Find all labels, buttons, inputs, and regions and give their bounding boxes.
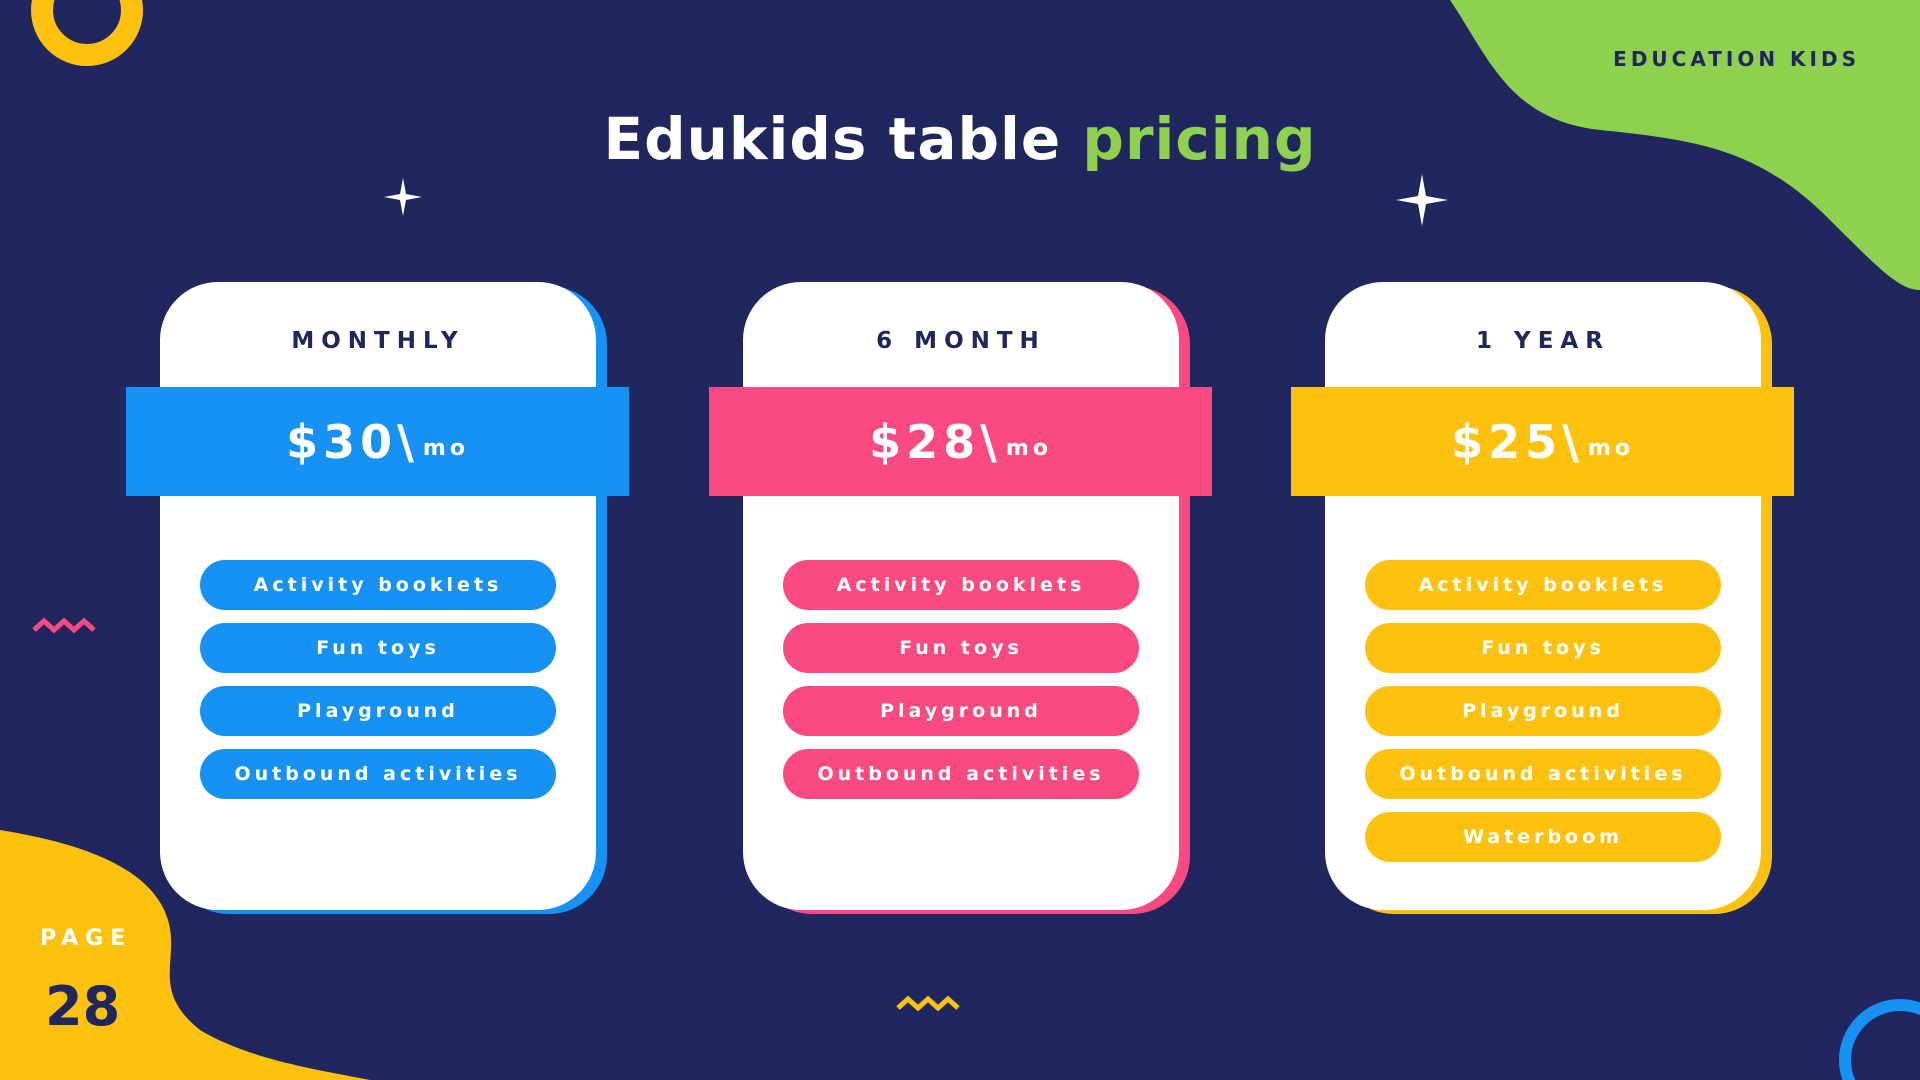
- pricing-card: MONTHLY $30\ mo Activity booklets Fun toys…: [126, 282, 629, 914]
- yellow-blob: [0, 830, 370, 1080]
- price-band: $28\ mo: [709, 387, 1212, 496]
- price-unit: mo: [422, 436, 469, 461]
- plan-name: 6 MONTH: [876, 328, 1046, 354]
- feature-pill: Playground: [783, 686, 1139, 736]
- plan-name: 1 YEAR: [1476, 328, 1610, 354]
- feature-pill: Activity booklets: [783, 560, 1139, 610]
- feature-pill: Playground: [200, 686, 556, 736]
- page-title: Edukids table pricing: [603, 105, 1317, 173]
- pink-zigzag: [32, 617, 96, 634]
- feature-pill: Fun toys: [200, 623, 556, 673]
- green-blob: [1450, 0, 1920, 290]
- price-unit: mo: [1587, 436, 1634, 461]
- page-label: PAGE: [40, 926, 133, 951]
- yellow-ring: [31, 0, 143, 66]
- price-unit: mo: [1005, 436, 1052, 461]
- feature-pill: Fun toys: [1365, 623, 1721, 673]
- page-number: 28: [45, 975, 121, 1038]
- price-amount: $30\: [286, 414, 419, 469]
- plan-name: MONTHLY: [291, 328, 465, 354]
- sparkle-right: [1396, 174, 1448, 226]
- price-amount: $25\: [1451, 414, 1584, 469]
- pricing-card: 1 YEAR $25\ mo Activity booklets Fun toys P…: [1291, 282, 1794, 914]
- price-band: $25\ mo: [1291, 387, 1794, 496]
- price-amount: $28\: [869, 414, 1002, 469]
- yellow-zigzag: [896, 995, 960, 1012]
- feature-pill: Activity booklets: [200, 560, 556, 610]
- feature-pill: Outbound activities: [200, 749, 556, 799]
- feature-pill: Playground: [1365, 686, 1721, 736]
- sparkle-left: [384, 178, 422, 216]
- price-band: $30\ mo: [126, 387, 629, 496]
- feature-pill: Outbound activities: [783, 749, 1139, 799]
- brand-label: EDUCATION KIDS: [1613, 47, 1860, 71]
- pricing-card: 6 MONTH $28\ mo Activity booklets Fun toys…: [709, 282, 1212, 914]
- feature-pill: Waterboom: [1365, 812, 1721, 862]
- feature-pill: Fun toys: [783, 623, 1139, 673]
- feature-pill: Activity booklets: [1365, 560, 1721, 610]
- blue-ring: [1839, 999, 1920, 1080]
- feature-pill: Outbound activities: [1365, 749, 1721, 799]
